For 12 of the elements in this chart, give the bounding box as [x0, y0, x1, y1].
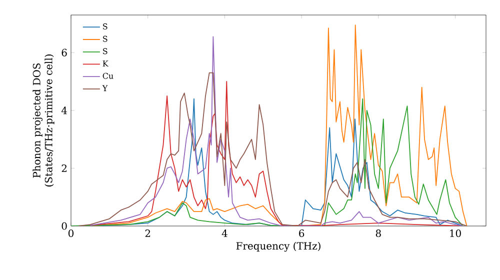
y-tick-label: 4 [61, 106, 67, 114]
x-tick-label: 8 [376, 230, 381, 238]
x-tick-label: 10 [450, 230, 461, 238]
y-axis-title: Phonon projected DOS (States/THz·primitive cell) [32, 54, 54, 186]
y-tick-label: 2 [62, 164, 66, 172]
x-tick-label: 0 [68, 230, 74, 238]
y-tick-label: 0 [62, 222, 67, 230]
x-tick-label: 4 [222, 230, 228, 237]
x-axis-title: Frequency (THz) [236, 242, 320, 252]
x-tick-label: 2 [145, 230, 150, 237]
x-tick-label: 6 [299, 230, 304, 238]
y-tick-label: 6 [62, 48, 67, 56]
